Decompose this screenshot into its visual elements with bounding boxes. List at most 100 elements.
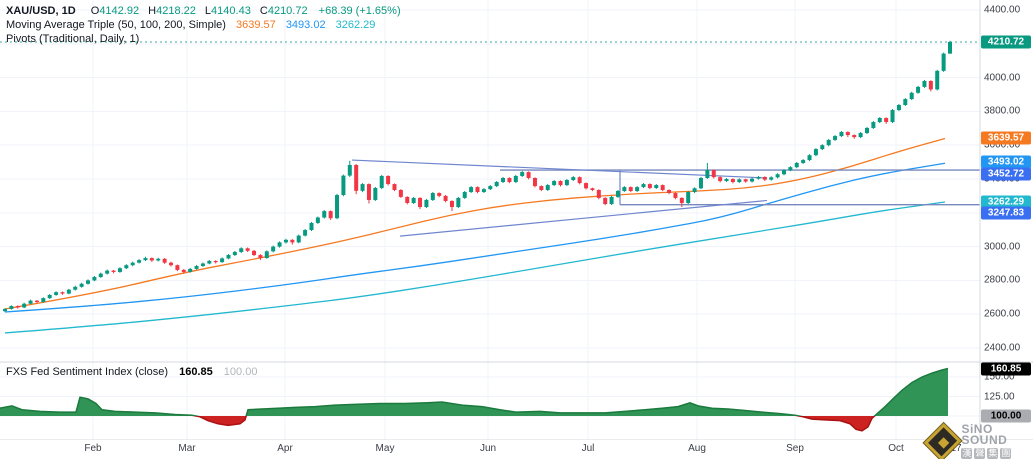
- ma200-value: 3262.29: [335, 19, 376, 31]
- candle-body: [839, 132, 844, 137]
- indicator-axis-label: 125.00: [984, 391, 1015, 402]
- time-axis[interactable]: Feb Mar Apr May Jun Jul Aug Sep Oct 17: [0, 440, 1033, 459]
- candle-body: [603, 197, 608, 205]
- price-badge: 3452.72: [981, 167, 1031, 181]
- legend-row-pivots[interactable]: Pivots (Traditional, Daily, 1): [6, 32, 401, 46]
- time-axis-label: Mar: [178, 443, 196, 454]
- candle-body: [181, 269, 186, 272]
- candle-body: [788, 167, 793, 171]
- candle-body: [73, 286, 78, 290]
- ma100-value: 3493.02: [285, 19, 326, 31]
- candle-body: [896, 104, 901, 111]
- candle-body: [858, 133, 863, 138]
- trendline[interactable]: [351, 159, 768, 179]
- low-label: L: [204, 5, 212, 17]
- candle-body: [232, 252, 237, 256]
- sentiment-baseline-value: 100.00: [223, 366, 258, 378]
- candle-body: [826, 139, 831, 146]
- candle-body: [667, 189, 672, 194]
- candle-body: [405, 196, 410, 203]
- candle-body: [852, 135, 857, 138]
- candle-body: [430, 193, 435, 200]
- watermark-chinese: 漢聲集團: [961, 448, 1033, 459]
- candle-body: [271, 246, 276, 252]
- candle-body: [137, 260, 142, 263]
- candle-body: [948, 41, 952, 54]
- candle-body: [277, 242, 282, 247]
- candle-body: [526, 172, 531, 178]
- ma50-line[interactable]: [4, 137, 946, 310]
- candle-body: [545, 185, 550, 190]
- candle-body: [149, 258, 154, 261]
- candle-body: [252, 250, 257, 256]
- candle-body: [111, 270, 116, 272]
- symbol-legend: XAU/USD, 1D O4142.92 H4218.22 L4140.43 C…: [6, 4, 401, 46]
- price-axis-label: 4400.00: [984, 4, 1021, 16]
- candle-body: [207, 260, 212, 264]
- candle-body: [481, 189, 486, 193]
- price-axis[interactable]: 4400.004000.003800.003600.003400.003200.…: [980, 0, 1033, 440]
- candle-body: [488, 186, 493, 190]
- candle-body: [175, 265, 180, 270]
- candle-body: [686, 192, 691, 203]
- candle-body: [213, 260, 218, 263]
- candle-body: [813, 149, 818, 156]
- candle-body: [335, 195, 340, 219]
- candle-body: [315, 217, 320, 223]
- candle-body: [730, 179, 735, 183]
- candle-body: [705, 170, 710, 178]
- trendline[interactable]: [399, 199, 768, 237]
- ma200-line[interactable]: [4, 201, 946, 334]
- time-axis-label: Jun: [479, 443, 497, 454]
- candle-body: [833, 136, 838, 140]
- watermark-char: 聲: [974, 448, 986, 459]
- candle-body: [590, 188, 595, 190]
- price-axis-label: 3600.00: [984, 139, 1021, 151]
- candle-body: [609, 196, 614, 205]
- watermark-char: 團: [1000, 448, 1012, 459]
- candle-body: [928, 80, 933, 90]
- candle-body: [437, 193, 442, 196]
- candle-body: [117, 268, 122, 272]
- candle-body: [124, 265, 129, 269]
- candle-body: [615, 190, 620, 197]
- ma100-line[interactable]: [4, 162, 946, 313]
- legend-row-ma[interactable]: Moving Average Triple (50, 100, 200, Sim…: [6, 18, 401, 32]
- broker-watermark: SiNO SOUND 漢聲集團: [923, 422, 1033, 459]
- candle-body: [635, 187, 640, 191]
- time-axis-label: Sep: [786, 443, 804, 454]
- candle-body: [692, 188, 697, 193]
- candle-body: [711, 170, 716, 178]
- candle-body: [909, 92, 914, 100]
- candle-body: [392, 184, 397, 190]
- sentiment-line[interactable]: [0, 367, 949, 431]
- candle-body: [743, 179, 748, 182]
- open-label: O: [90, 5, 100, 17]
- candle-body: [552, 181, 557, 186]
- pivots-indicator-title: Pivots (Traditional, Daily, 1): [6, 33, 140, 45]
- price-badge: 4210.72: [981, 35, 1031, 49]
- candle-body: [15, 306, 20, 308]
- candle-body: [156, 258, 161, 261]
- candle-body: [922, 80, 927, 87]
- time-axis-label: Feb: [84, 443, 102, 454]
- candle-body: [628, 187, 633, 191]
- sentiment-title: FXS Fed Sentiment Index (close): [6, 366, 169, 378]
- candle-body: [290, 239, 295, 243]
- candle-body: [239, 248, 244, 253]
- candle-body: [98, 273, 103, 278]
- candle-body: [916, 86, 921, 93]
- price-axis-label: 2800.00: [984, 274, 1021, 286]
- price-axis-label: 2400.00: [984, 342, 1021, 354]
- candle-body: [462, 192, 467, 198]
- sentiment-legend[interactable]: FXS Fed Sentiment Index (close) 160.85 1…: [6, 366, 257, 378]
- candle-body: [162, 258, 167, 263]
- candle-body: [66, 289, 71, 294]
- candle-body: [564, 180, 569, 186]
- candle-body: [86, 280, 91, 284]
- legend-row-symbol[interactable]: XAU/USD, 1D O4142.92 H4218.22 L4140.43 C…: [6, 4, 401, 18]
- candle-body: [283, 239, 288, 243]
- candle-body: [520, 172, 525, 176]
- candle-body: [169, 262, 174, 266]
